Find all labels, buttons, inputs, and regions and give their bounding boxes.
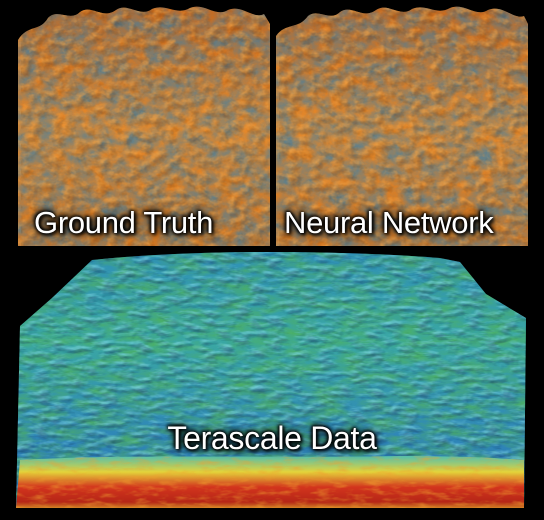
ground-truth-label: Ground Truth [34, 205, 214, 240]
ground-truth-render [18, 6, 270, 246]
neural-network-image [276, 6, 528, 246]
ground-truth-image [18, 6, 270, 246]
terascale-data-label: Terascale Data [167, 420, 377, 456]
neural-network-render [276, 6, 528, 246]
neural-network-label: Neural Network [284, 205, 494, 240]
terascale-render [0, 246, 544, 520]
terascale-image [16, 252, 526, 508]
